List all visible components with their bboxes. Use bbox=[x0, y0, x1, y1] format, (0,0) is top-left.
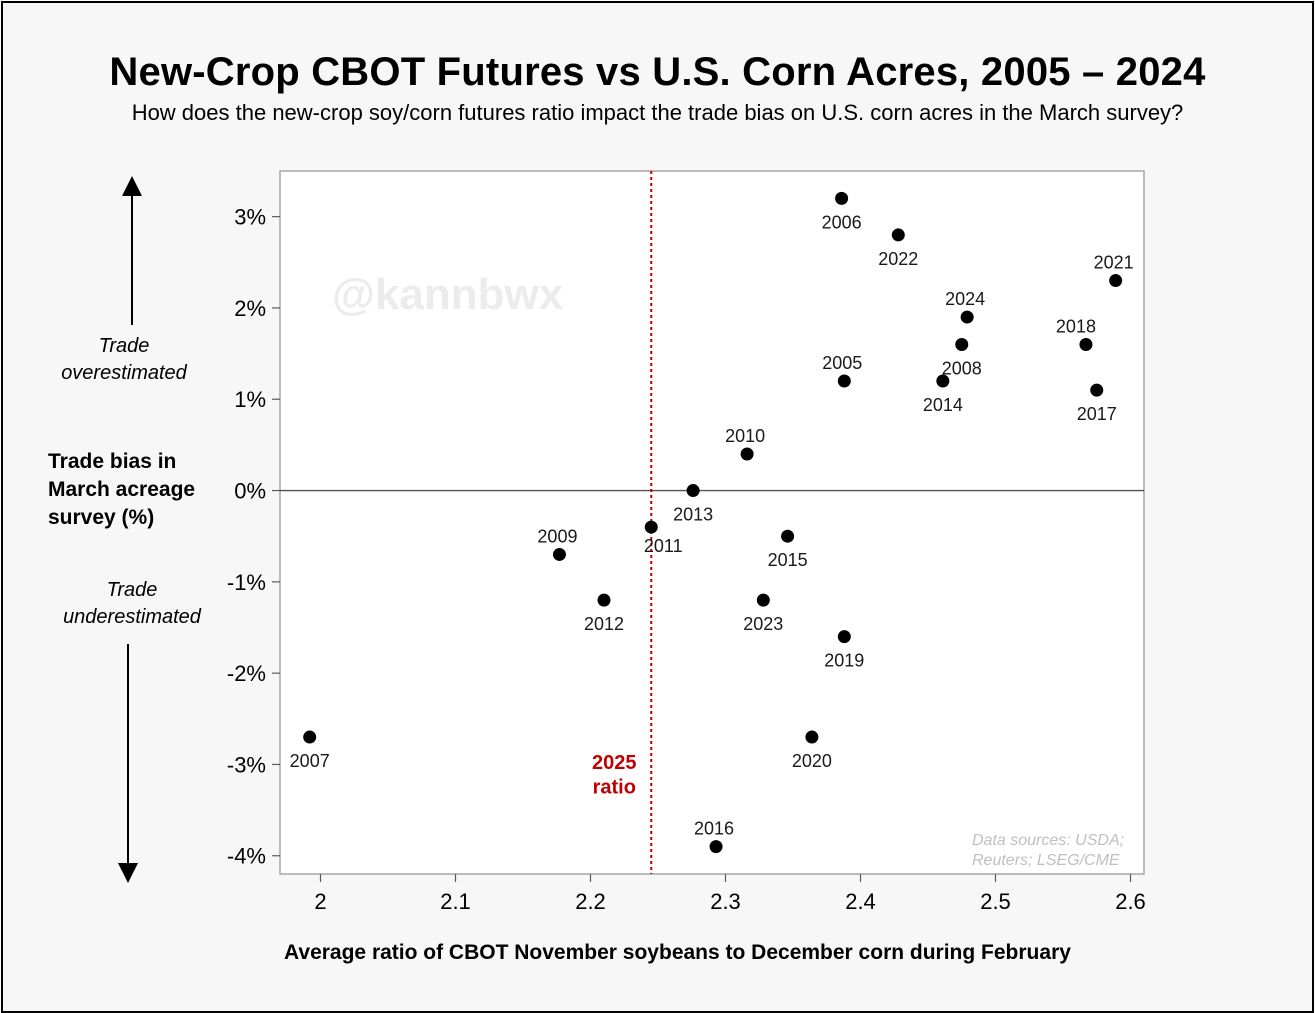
y-axis: 3% 2% 1% 0% -1% -2% -3% -4% bbox=[227, 205, 280, 869]
data-point bbox=[960, 310, 974, 324]
y-tick-label: 2% bbox=[234, 296, 266, 321]
data-point-label: 2005 bbox=[822, 353, 862, 373]
x-tick-label: 2.6 bbox=[1115, 889, 1146, 914]
data-point bbox=[552, 547, 566, 561]
x-tick-label: 2 bbox=[314, 889, 326, 914]
data-point-label: 2009 bbox=[537, 526, 577, 546]
trade-under-line-2: underestimated bbox=[63, 606, 201, 628]
data-point-label: 2022 bbox=[878, 249, 918, 269]
y-tick-label: -4% bbox=[227, 844, 266, 869]
data-point bbox=[891, 228, 905, 242]
trade-over-line-2: overestimated bbox=[61, 362, 187, 384]
direction-arrows bbox=[118, 176, 142, 883]
x-tick-label: 2.3 bbox=[710, 889, 741, 914]
data-point bbox=[781, 529, 795, 543]
x-axis-label: Average ratio of CBOT November soybeans … bbox=[284, 941, 1071, 964]
data-point-label: 2019 bbox=[824, 651, 864, 671]
data-point bbox=[835, 191, 849, 205]
sources-line-1: Data sources: USDA; bbox=[972, 832, 1124, 849]
sources-line-2: Reuters; LSEG/CME bbox=[972, 852, 1120, 869]
chart-subtitle: How does the new-crop soy/corn futures r… bbox=[131, 100, 1184, 125]
data-point-label: 2024 bbox=[945, 289, 985, 309]
x-axis: 2 2.1 2.2 2.3 2.4 2.5 2.6 bbox=[314, 874, 1146, 914]
data-point bbox=[1090, 383, 1104, 397]
data-points: 2005 2006 2007 2008 2009 2010 2011 2012 2013 2014… bbox=[290, 191, 1134, 854]
x-tick-label: 2.2 bbox=[575, 889, 606, 914]
data-point-label: 2006 bbox=[822, 212, 862, 232]
chart-title: New-Crop CBOT Futures vs U.S. Corn Acres… bbox=[109, 50, 1206, 94]
data-point-label: 2011 bbox=[644, 536, 683, 556]
data-point bbox=[597, 593, 611, 607]
y-tick-label: -2% bbox=[227, 661, 266, 686]
x-tick-label: 2.5 bbox=[980, 889, 1011, 914]
data-point bbox=[756, 593, 770, 607]
y-axis-label-line-1: Trade bias in bbox=[48, 450, 177, 473]
data-point-label: 2008 bbox=[942, 358, 982, 378]
data-point-label: 2021 bbox=[1094, 253, 1134, 273]
y-axis-label-line-3: survey (%) bbox=[48, 506, 155, 529]
data-point bbox=[805, 730, 819, 744]
trade-underestimated-note: Trade underestimated bbox=[32, 577, 232, 631]
trade-under-line-1: Trade bbox=[106, 579, 158, 601]
data-point bbox=[709, 840, 723, 854]
reference-label-year: 2025 bbox=[592, 752, 637, 774]
data-point bbox=[740, 447, 754, 461]
y-tick-label: -1% bbox=[227, 570, 266, 595]
data-point-label: 2017 bbox=[1077, 404, 1117, 424]
data-point-label: 2016 bbox=[694, 819, 734, 839]
y-axis-label: Trade bias in March acreage survey (%) bbox=[48, 448, 228, 532]
data-point bbox=[936, 374, 950, 388]
data-point-label: 2012 bbox=[584, 614, 624, 634]
data-point bbox=[644, 520, 658, 534]
data-point bbox=[837, 374, 851, 388]
data-point bbox=[837, 630, 851, 644]
y-tick-label: 0% bbox=[234, 479, 266, 504]
trade-over-line-1: Trade bbox=[98, 335, 150, 357]
data-point-label: 2023 bbox=[743, 614, 783, 634]
x-tick-label: 2.4 bbox=[845, 889, 876, 914]
plot-area bbox=[279, 170, 1145, 875]
data-point-label: 2007 bbox=[290, 751, 330, 771]
y-tick-label: -3% bbox=[227, 752, 266, 777]
data-point-label: 2014 bbox=[923, 395, 963, 415]
data-point bbox=[1109, 274, 1123, 288]
x-tick-label: 2.1 bbox=[440, 889, 471, 914]
data-point-label: 2013 bbox=[673, 505, 713, 525]
data-point-label: 2018 bbox=[1056, 316, 1096, 336]
data-point bbox=[303, 730, 317, 744]
y-tick-label: 3% bbox=[234, 205, 266, 230]
reference-label-ratio: ratio bbox=[593, 777, 636, 799]
watermark-text: @kannbwx bbox=[332, 270, 564, 319]
y-tick-label: 1% bbox=[234, 387, 266, 412]
data-point bbox=[955, 337, 969, 351]
data-point-label: 2010 bbox=[725, 426, 765, 446]
data-point-label: 2020 bbox=[792, 751, 832, 771]
data-point bbox=[1079, 337, 1093, 351]
data-point bbox=[686, 484, 700, 498]
y-axis-label-line-2: March acreage bbox=[48, 478, 196, 501]
trade-overestimated-note: Trade overestimated bbox=[24, 333, 224, 387]
data-point-label: 2015 bbox=[768, 550, 808, 570]
